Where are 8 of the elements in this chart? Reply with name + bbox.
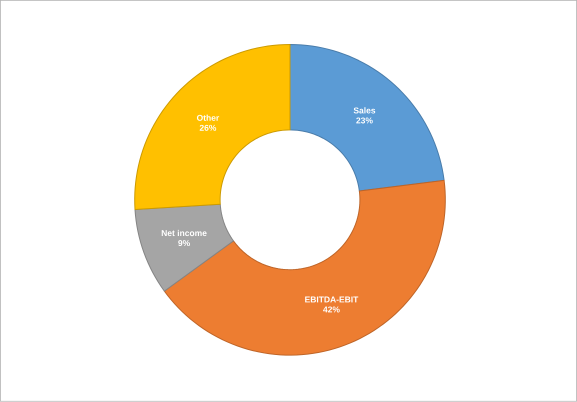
data-label: 23% bbox=[356, 118, 373, 124]
data-label: 42% bbox=[323, 306, 340, 313]
data-label: 26% bbox=[200, 125, 216, 132]
slice-label: Sales bbox=[354, 107, 376, 114]
slice-label: Net income bbox=[162, 230, 207, 236]
data-label: 9% bbox=[178, 240, 190, 246]
slice-label: EBITDA-EBIT bbox=[305, 296, 358, 303]
slice-label: Other bbox=[196, 114, 220, 122]
